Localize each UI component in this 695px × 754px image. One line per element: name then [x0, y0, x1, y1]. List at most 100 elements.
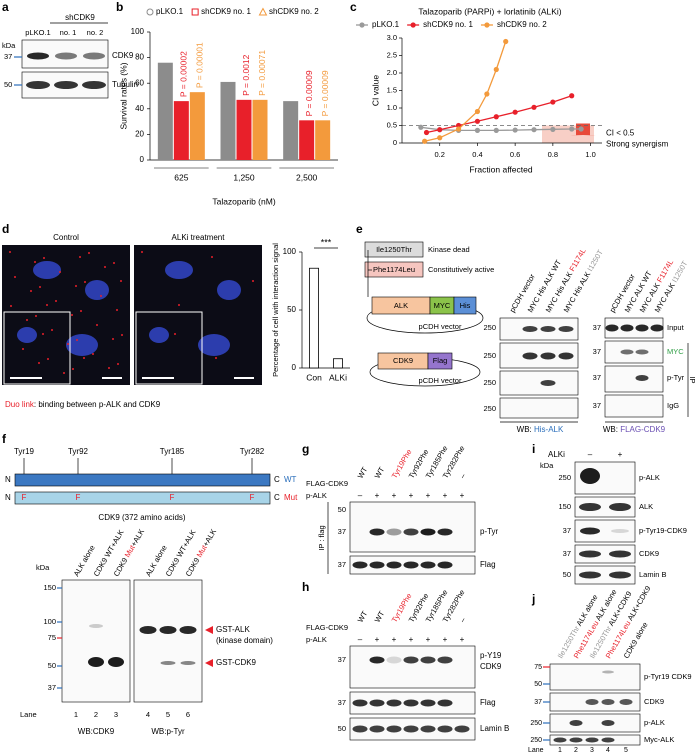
- label: ALKi: [548, 450, 565, 459]
- series-point: [503, 38, 509, 45]
- blot-band: [83, 52, 105, 60]
- sign: –: [358, 491, 363, 500]
- kda-marker: 250: [483, 351, 496, 360]
- signal-dot: [117, 363, 119, 365]
- blot-band: [635, 324, 649, 332]
- signal-dot: [30, 290, 32, 292]
- sign: +: [443, 491, 448, 500]
- label: WT: [284, 475, 297, 484]
- sign: +: [392, 491, 397, 500]
- y-axis-label: CI value: [370, 75, 380, 106]
- bar: [252, 99, 268, 160]
- group-label: shCDK9: [65, 13, 95, 22]
- series-point: [455, 126, 462, 132]
- blot-band: [403, 656, 419, 664]
- row-label: IgG: [667, 401, 679, 410]
- series-point: [512, 127, 518, 133]
- y-tick-label: 2.0: [387, 68, 397, 77]
- blot-band: [420, 528, 436, 536]
- blot: [574, 519, 636, 543]
- bar: [220, 81, 236, 160]
- blot-band: [26, 81, 50, 89]
- signal-dot: [42, 333, 44, 335]
- signal-dot: [108, 367, 110, 369]
- label: F: [250, 493, 255, 502]
- blot: [349, 501, 476, 553]
- legend-label: shCDK9 no. 2: [269, 7, 319, 16]
- blot-band: [386, 656, 402, 664]
- blot-band: [609, 503, 631, 511]
- series-point: [531, 104, 537, 110]
- blot: [574, 565, 636, 585]
- blot-band: [569, 737, 583, 743]
- lane-label: WT: [356, 609, 370, 624]
- blot-band: [650, 324, 664, 332]
- label-part: FLAG-CDK9: [620, 425, 665, 434]
- signal-dot: [59, 271, 61, 273]
- label: F: [76, 493, 81, 502]
- protein-bar: [14, 473, 271, 487]
- label: p-Tyr19 CDK9: [644, 672, 692, 681]
- legend-label: pLKO.1: [372, 20, 400, 29]
- signal-dot: [252, 280, 254, 282]
- label-part: ALK+CDK9: [625, 584, 653, 623]
- blot: [574, 544, 636, 564]
- sign: –: [358, 635, 363, 644]
- row-label: MYC: [667, 347, 684, 356]
- signal-dot: [80, 310, 82, 312]
- signal-dot: [39, 286, 41, 288]
- label: Flag: [433, 356, 448, 365]
- blot-band: [55, 52, 77, 60]
- p-value: P = 0.00009: [320, 70, 330, 116]
- blot-band: [82, 81, 106, 89]
- bar: [315, 120, 331, 160]
- row-label: FLAG-CDK9: [306, 623, 348, 632]
- signal-dot: [9, 251, 11, 253]
- blot: [549, 663, 641, 691]
- blot-band: [579, 550, 601, 558]
- label: Lamin B: [480, 724, 509, 733]
- blot-band: [620, 349, 634, 355]
- nucleus: [85, 280, 109, 300]
- protein-bar: [14, 491, 271, 505]
- y-tick-label: 0: [140, 155, 145, 164]
- blot: [349, 645, 476, 689]
- lane-number: 1: [558, 747, 562, 754]
- blot-band: [619, 699, 633, 705]
- series-point: [550, 99, 556, 105]
- blot-band: [635, 349, 649, 355]
- lane-label: no. 1: [60, 28, 77, 37]
- blot-band: [180, 661, 196, 665]
- label: 50: [338, 505, 346, 514]
- y-tick-label: 3.0: [387, 33, 397, 42]
- label: +: [618, 450, 623, 459]
- kda-marker: 50: [48, 661, 56, 670]
- blot-band: [522, 326, 538, 332]
- lane-label: –: [458, 471, 468, 480]
- lane-number: 4: [606, 747, 610, 754]
- signal-dot: [79, 256, 81, 258]
- y-tick-label: 100: [131, 27, 145, 36]
- signal-dot: [112, 338, 114, 340]
- protein-label: ALK: [639, 502, 653, 511]
- y-tick-label: 20: [135, 130, 144, 139]
- blot-band: [437, 656, 453, 664]
- signal-dot: [35, 315, 37, 317]
- series-point: [531, 127, 537, 133]
- blot-band: [386, 528, 402, 536]
- blot-band: [352, 561, 368, 569]
- protein-label: p-Tyr19-CDK9: [639, 526, 687, 535]
- construct-part: [427, 352, 453, 370]
- label-part: : binding between p-ALK and CDK9: [34, 400, 161, 409]
- blot-band: [437, 699, 453, 707]
- signal-dot: [211, 256, 213, 258]
- x-tick-label: 1,250: [233, 172, 255, 182]
- label: Flag: [480, 560, 496, 569]
- bar: [333, 358, 343, 369]
- site-label: Tyr19: [14, 447, 35, 456]
- lane-label: WT: [373, 609, 387, 624]
- label: N: [5, 493, 11, 502]
- signal-dot: [34, 261, 36, 263]
- legend-marker: [484, 22, 490, 28]
